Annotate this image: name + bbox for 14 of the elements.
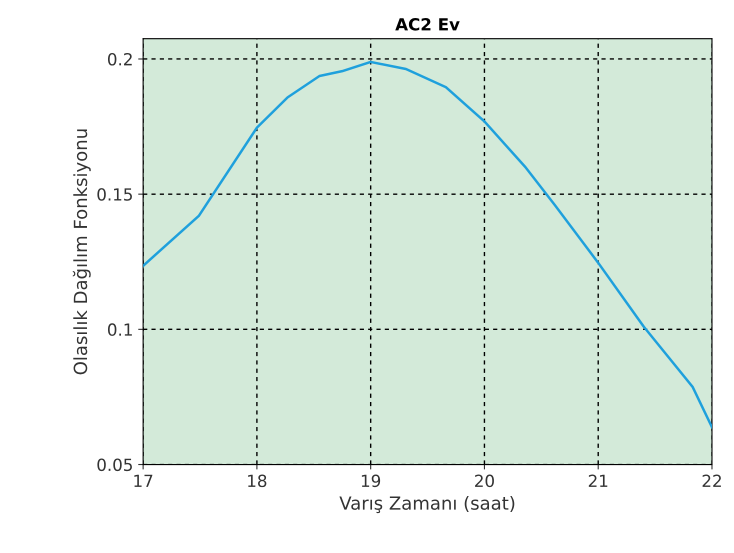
x-tick-label: 20: [475, 474, 494, 488]
y-tick-label: 0.05: [97, 458, 132, 472]
x-tick-label: 18: [248, 474, 266, 488]
x-tick-label: 21: [588, 474, 608, 487]
y-tick-label: 0.1: [108, 323, 132, 336]
y-tick-label: 0.2: [108, 52, 132, 66]
x-axis-title: Varış Zamanı (saat): [339, 496, 514, 514]
x-tick-label: 19: [362, 474, 380, 488]
x-tick-label: 17: [134, 474, 152, 487]
chart-title: AC2 Ev: [395, 18, 460, 31]
line-series: [143, 60, 712, 428]
y-axis-title: Olasılık Dağılım Fonksiyonu: [72, 130, 91, 374]
y-tick-label: 0.15: [97, 188, 132, 201]
x-tick-label: 22: [702, 474, 721, 487]
